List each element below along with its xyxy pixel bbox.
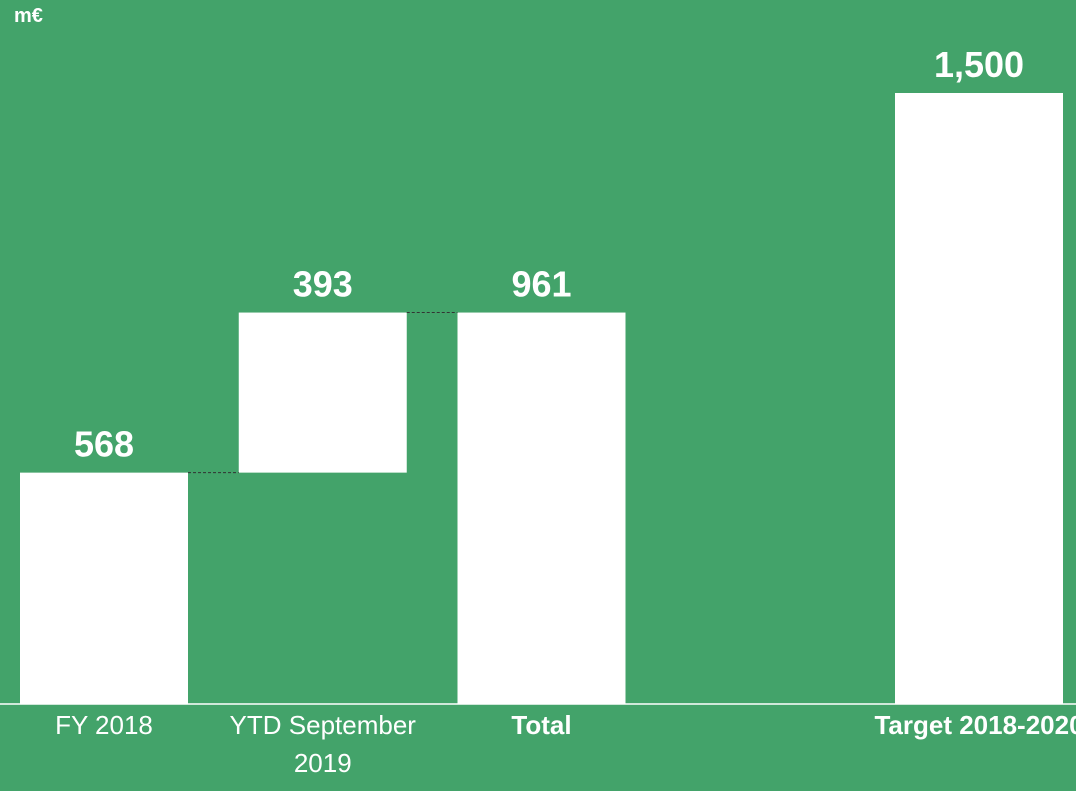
bar (20, 472, 188, 704)
x-tick-label: Target 2018-2020 (874, 710, 1076, 740)
value-label: 393 (293, 264, 353, 305)
unit-label: m€ (14, 5, 43, 27)
x-tick-label: Total (511, 710, 572, 740)
value-label: 961 (511, 264, 571, 305)
bar (457, 312, 626, 704)
x-tick-label: FY 2018 (55, 710, 153, 740)
bar (238, 312, 407, 473)
value-label: 1,500 (934, 44, 1024, 85)
bar (895, 93, 1063, 704)
x-tick-label: YTD September 2019 (229, 710, 416, 778)
value-label: 568 (74, 424, 134, 465)
